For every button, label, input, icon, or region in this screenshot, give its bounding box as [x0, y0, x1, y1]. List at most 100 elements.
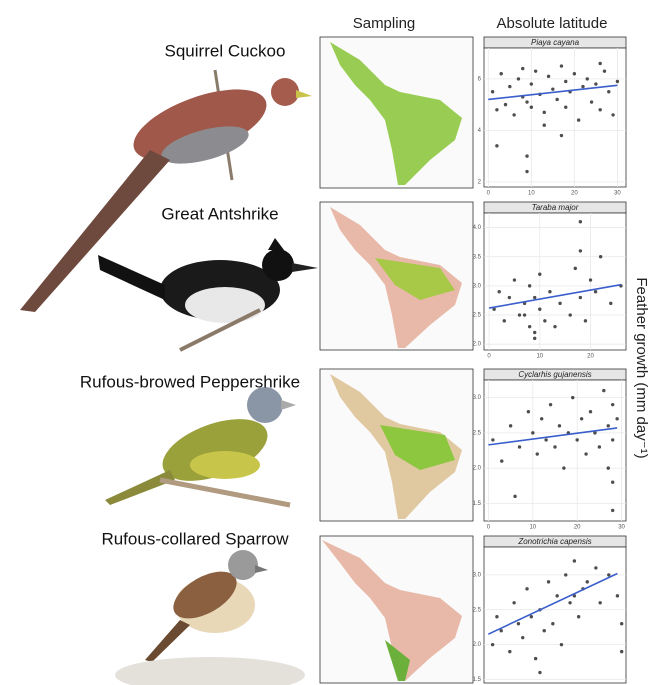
y-tick-label: 3.0: [473, 395, 482, 401]
x-tick-label: 10: [536, 354, 543, 360]
point: [508, 424, 513, 428]
point: [584, 452, 588, 456]
x-tick-label: 30: [618, 525, 625, 531]
point: [516, 77, 521, 81]
point: [517, 445, 522, 449]
point: [548, 290, 552, 294]
point: [555, 97, 559, 102]
point: [495, 615, 499, 619]
plot-area: [483, 379, 627, 522]
point: [512, 601, 516, 605]
point: [606, 424, 610, 428]
fit-line: [488, 84, 618, 101]
point: [609, 301, 613, 306]
point: [529, 105, 534, 109]
fit-line: [488, 283, 622, 309]
point: [512, 113, 516, 117]
point: [544, 438, 548, 442]
point: [551, 87, 555, 91]
point: [529, 82, 534, 86]
point: [546, 74, 551, 79]
point: [538, 272, 542, 276]
point: [564, 573, 568, 577]
point: [598, 61, 602, 66]
point: [543, 319, 547, 323]
point: [490, 642, 495, 647]
point: [575, 438, 579, 442]
point: [610, 438, 615, 442]
point: [602, 388, 606, 393]
point: [492, 307, 496, 311]
point: [593, 431, 597, 435]
x-tick-label: 30: [614, 191, 621, 197]
point: [533, 656, 538, 661]
point: [525, 154, 529, 158]
y-tick-label: 2.5: [473, 607, 482, 613]
point: [500, 459, 504, 463]
point: [516, 622, 521, 626]
point: [598, 108, 602, 112]
fit-line: [488, 427, 618, 446]
point: [557, 424, 562, 428]
point: [512, 278, 517, 282]
fit-line: [487, 572, 618, 635]
bird-illustration: [98, 238, 318, 352]
point: [508, 649, 512, 654]
map-panels: [319, 36, 474, 684]
point: [572, 559, 577, 563]
point: [615, 79, 620, 84]
species-name: Rufous-browed Peppershrike: [80, 372, 300, 391]
y-tick-label: 2.5: [473, 313, 482, 319]
point: [615, 594, 620, 598]
y-tick-label: 2: [478, 179, 482, 185]
point: [527, 284, 532, 288]
species-name: Great Antshrike: [161, 204, 278, 223]
point: [615, 417, 619, 421]
point: [522, 313, 527, 317]
y-tick-label: 3.0: [473, 572, 482, 578]
point: [598, 601, 602, 605]
point: [585, 77, 589, 81]
point: [583, 319, 588, 323]
y-tick-label: 1.5: [473, 501, 482, 507]
point: [529, 615, 534, 619]
point: [572, 72, 577, 76]
y-tick-label: 2.5: [473, 430, 482, 436]
panel-title: Taraba major: [532, 203, 579, 212]
y-axis-title: Feather growth (mm day⁻¹): [633, 277, 650, 458]
point: [497, 290, 501, 294]
y-tick-label: 1.5: [473, 677, 482, 683]
point: [503, 102, 508, 107]
point: [542, 628, 546, 633]
point: [589, 100, 594, 104]
point: [588, 410, 593, 414]
point: [546, 580, 551, 584]
species-name: Rufous-collared Sparrow: [101, 529, 289, 548]
point: [502, 319, 506, 323]
point: [607, 573, 611, 577]
point: [611, 113, 615, 117]
point: [573, 266, 577, 271]
point: [568, 601, 572, 605]
y-tick-label: 2.0: [473, 342, 482, 348]
point: [610, 480, 615, 484]
plot-area: [483, 47, 627, 188]
plot-area: [483, 546, 627, 684]
point: [558, 301, 562, 306]
point: [531, 431, 535, 435]
column-header: Sampling: [353, 15, 416, 32]
species-name: Squirrel Cuckoo: [165, 41, 286, 60]
y-tick-label: 2.0: [473, 642, 482, 648]
point: [535, 452, 539, 456]
bird-illustration: [20, 69, 312, 312]
x-tick-label: 20: [574, 525, 581, 531]
point: [602, 69, 607, 73]
point: [578, 295, 583, 300]
point: [597, 445, 602, 449]
x-tick-label: 0: [487, 191, 491, 197]
point: [521, 66, 525, 71]
point: [553, 324, 557, 329]
point: [538, 307, 542, 311]
